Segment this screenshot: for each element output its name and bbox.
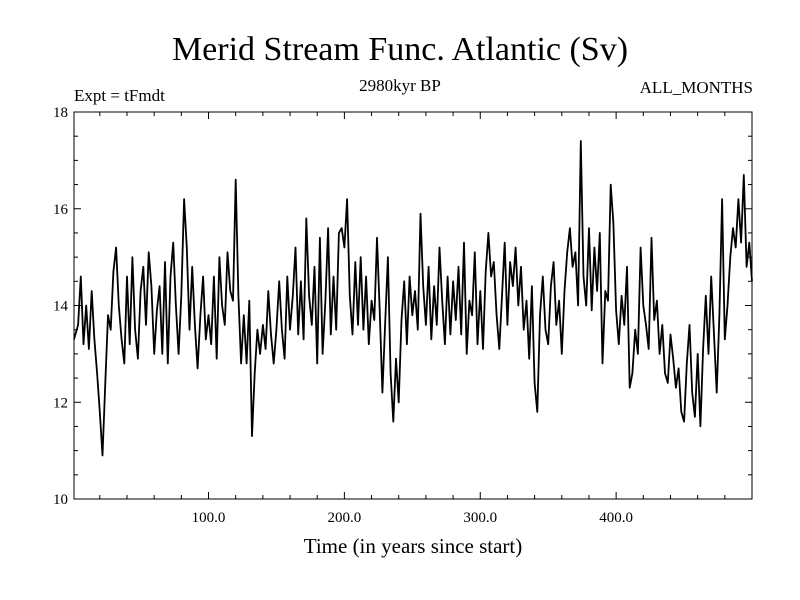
x-tick-label: 300.0 [463,510,497,526]
x-tick-label: 100.0 [192,510,226,526]
x-tick-label: 200.0 [328,510,362,526]
months-label: ALL_MONTHS [639,78,753,97]
chart-title: Merid Stream Func. Atlantic (Sv) [171,31,629,68]
chart-subtitle: 2980kyr BP [359,76,441,95]
y-tick-label: 16 [53,202,69,218]
plot-area: 10 12 14 16 18 100.0 200.0 300.0 400.0 [53,105,753,526]
series-line [73,140,753,457]
x-tick-label: 400.0 [599,510,633,526]
x-axis-title: Time (in years since start) [304,534,523,558]
y-tick-label: 14 [53,299,69,315]
experiment-label: Expt = tFmdt [74,86,165,105]
y-tick-label: 12 [53,395,68,411]
y-tick-label: 10 [53,492,68,508]
y-tick-label: 18 [53,105,68,121]
